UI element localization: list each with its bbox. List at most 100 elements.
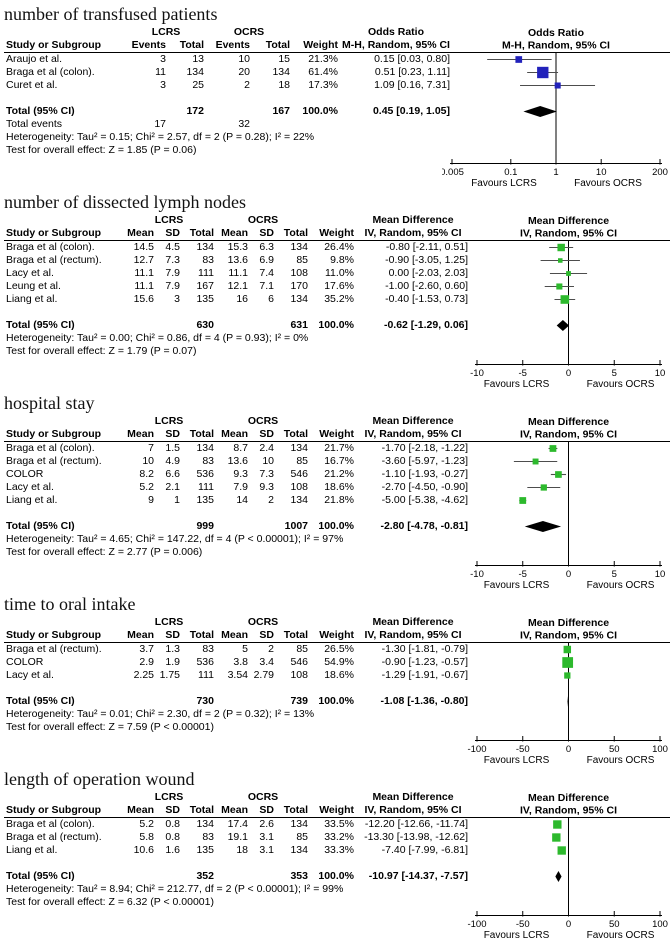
axis-tick-label: -50	[516, 919, 530, 930]
total-group2: 353	[290, 870, 308, 882]
axis-tick-label: 100	[652, 744, 668, 755]
weight-value: 33.2%	[324, 831, 354, 843]
group1-value: 2.9	[139, 656, 154, 668]
heterogeneity-text: Heterogeneity: Tau² = 4.65; Chi² = 147.2…	[6, 533, 344, 545]
total-events-group2	[252, 118, 292, 131]
total-group1	[156, 695, 182, 708]
study-row: Braga et al (rectum). 10 4.9 83 13.6 10 85 16.7…	[4, 455, 470, 468]
group2-value: 13.6	[227, 254, 248, 266]
group-column-header: Total	[168, 39, 206, 53]
group2-value: 134	[290, 293, 308, 305]
effect-square	[564, 672, 571, 679]
total-group2	[250, 520, 276, 533]
heterogeneity-text: Heterogeneity: Tau² = 8.94; Chi² = 212.7…	[6, 883, 344, 895]
effect-square	[537, 66, 549, 79]
total-effect-text: -2.80 [-4.78, -0.81]	[380, 520, 468, 532]
overall-effect-text-row: Test for overall effect: Z = 7.59 (P < 0…	[4, 721, 470, 734]
study-name: Braga et al (rectum).	[6, 643, 102, 655]
group2-value: 6.9	[259, 254, 274, 266]
table-cell	[4, 682, 470, 695]
axis-tick-label: -50	[516, 744, 530, 755]
pooled-diamond	[524, 521, 562, 532]
effect-square	[563, 645, 572, 654]
study-name: Curet et al.	[6, 79, 58, 91]
group2-value: 2	[268, 494, 274, 506]
group2-value: 19.1	[227, 831, 248, 843]
axis-tick-label: 0.005	[442, 167, 464, 178]
group2-value: 108	[290, 481, 308, 493]
total-label: Total (95% CI)	[6, 695, 75, 707]
header-row-columns: Study or Subgroup Events Total Events Total W…	[4, 39, 452, 53]
group1-value: 134	[196, 442, 214, 454]
plot-method-label: IV, Random, 95% CI	[520, 429, 617, 441]
pooled-diamond	[555, 871, 562, 882]
group2-value: 2.79	[253, 669, 274, 681]
effect-square	[557, 258, 563, 263]
group1-value: 7.9	[165, 267, 180, 279]
axis-tick-label: 100	[652, 919, 668, 930]
header-row-groups: LCRS OCRS Mean Difference	[4, 616, 470, 629]
table-cell	[310, 616, 356, 629]
weight-value: 16.7%	[324, 455, 354, 467]
study-name: Leung et al.	[6, 280, 61, 292]
group2-value: 134	[290, 241, 308, 253]
group-column-header: SD	[250, 428, 276, 442]
total-effect-text: 0.45 [0.19, 1.05]	[372, 105, 450, 117]
group-column-header: Total	[276, 227, 310, 241]
stats-table: LCRS OCRS Mean Difference Study or Subgroup…	[4, 415, 470, 559]
method-column-header: M-H, Random, 95% CI	[340, 39, 452, 53]
group1-value: 11	[155, 66, 166, 78]
group2-value: 7.3	[259, 468, 274, 480]
study-column-header: Study or Subgroup	[4, 39, 126, 53]
weight-value: 26.4%	[324, 241, 354, 253]
total-label: Total (95% CI)	[6, 520, 75, 532]
study-column-header: Study or Subgroup	[4, 804, 122, 818]
total-group2: 631	[290, 319, 308, 331]
study-name: Araujo et al.	[6, 53, 63, 65]
group2-value: 7.9	[233, 481, 248, 493]
total-group1: 172	[186, 105, 204, 117]
plot-method-label: M-H, Random, 95% CI	[502, 40, 610, 52]
group2-value: 108	[290, 267, 308, 279]
group2-value: 170	[290, 280, 308, 292]
weight-column-header: Weight	[292, 39, 340, 53]
total-row: Total (95% CI) 172 167 100.0% 0.45 [0.19, 1.…	[4, 105, 452, 118]
group1-label: LCRS	[154, 791, 184, 803]
effect-column-label: Mean Difference	[372, 791, 454, 803]
group2-label: OCRS	[247, 415, 279, 427]
effect-estimate-text: -1.70 [-2.18, -1.22]	[381, 442, 468, 454]
heterogeneity-text: Heterogeneity: Tau² = 0.00; Chi² = 0.86,…	[6, 332, 309, 344]
overall-effect-text-row: Test for overall effect: Z = 2.77 (P = 0…	[4, 546, 470, 559]
group1-value: 83	[202, 455, 214, 467]
effect-estimate-text: -2.70 [-4.50, -0.90]	[381, 481, 468, 493]
effect-square	[552, 833, 561, 842]
group2-value: 13.6	[227, 455, 248, 467]
group-column-header: Mean	[216, 227, 250, 241]
spacer-row	[4, 507, 470, 520]
effect-estimate-text: 0.00 [-2.03, 2.03]	[388, 267, 468, 279]
plot-method-label: IV, Random, 95% CI	[520, 805, 617, 817]
study-row: Curet et al. 3 25 2 18 17.3% 1.09 [0.16, 7.31]	[4, 79, 452, 92]
group1-value: 10.6	[133, 844, 154, 856]
study-name: Lacy et al.	[6, 481, 54, 493]
group-column-header: Mean	[216, 629, 250, 643]
group1-value: 111	[198, 481, 214, 493]
heterogeneity-text-row: Heterogeneity: Tau² = 0.01; Chi² = 2.30,…	[4, 708, 470, 721]
effect-square	[556, 283, 563, 290]
group2-value: 6	[268, 293, 274, 305]
study-row: Braga et al (colon). 5.2 0.8 134 17.4 2.6 134 3…	[4, 818, 470, 832]
favours-right-label: Favours OCRS	[574, 178, 642, 189]
group2-value: 3.1	[259, 844, 274, 856]
total-events-group1	[168, 118, 206, 131]
effect-estimate-text: -0.80 [-2.11, 0.51]	[385, 241, 468, 253]
plot-effect-label: Mean Difference	[528, 617, 609, 629]
table-cell	[4, 92, 452, 105]
group1-value: 135	[196, 494, 214, 506]
group-column-header: Mean	[122, 428, 156, 442]
group-column-header: Mean	[122, 227, 156, 241]
total-label: Total (95% CI)	[6, 105, 75, 117]
group1-value: 7.3	[165, 254, 180, 266]
study-row: Braga et al (rectum). 5.8 0.8 83 19.1 3.1 85 33…	[4, 831, 470, 844]
overall-effect-text-row: Test for overall effect: Z = 1.85 (P = 0…	[4, 144, 452, 157]
